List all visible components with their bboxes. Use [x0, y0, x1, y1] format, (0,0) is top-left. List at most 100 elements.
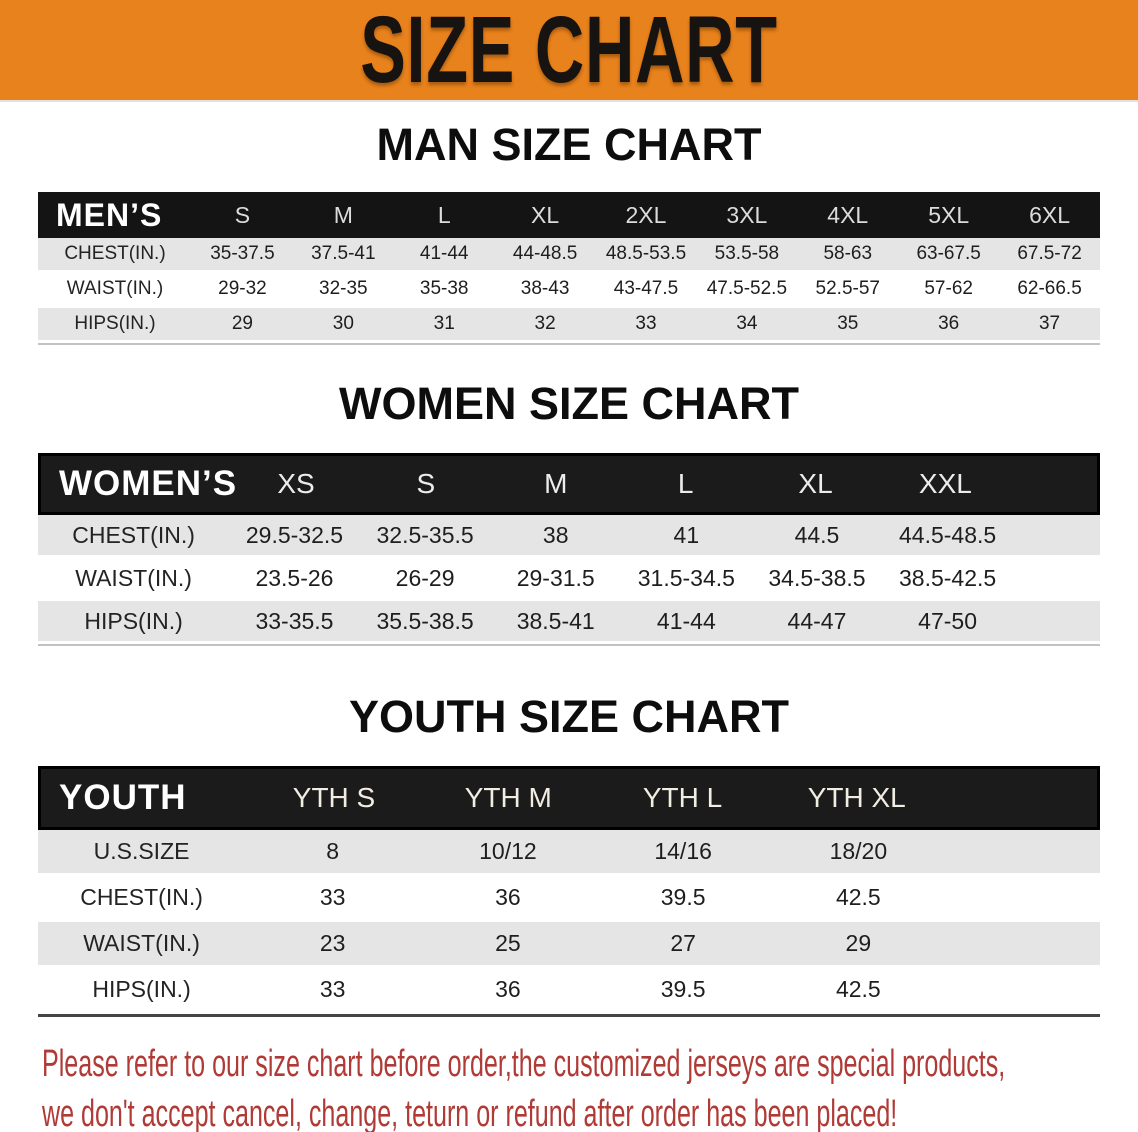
size-value-cell: 34 [736, 313, 758, 334]
size-value-cell: 41-44 [656, 607, 716, 634]
size-value-cell: 41 [673, 521, 700, 548]
size-value-cell: 25 [495, 930, 521, 956]
size-value-cell: 37 [1038, 313, 1061, 334]
size-value-cell: 52.5-57 [815, 278, 880, 299]
table-corner-label: YOUTH [59, 778, 187, 817]
size-value-cell: 36 [495, 976, 521, 1002]
men-size-table: MEN’S S M L XL 2XL 3XL 4XL 5XL 6XL CHEST(IN.) 35-37… [38, 192, 1100, 345]
table-data-row: WAIST(IN.) 23 25 27 29 [38, 922, 1100, 968]
youth-section-heading: YOUTH SIZE CHART [348, 691, 789, 742]
measurement-row-label: WAIST(IN.) [75, 564, 192, 591]
measurement-row-label: HIPS(IN.) [92, 976, 191, 1002]
size-value-cell: 32-35 [319, 278, 368, 299]
size-value-cell: 62-66.5 [1017, 278, 1082, 299]
size-column-header: S [416, 468, 436, 499]
size-value-cell: 38 [542, 521, 569, 548]
size-column-header: XL [798, 468, 833, 499]
size-value-cell: 29.5-32.5 [245, 521, 344, 548]
size-column-header: YTH S [292, 782, 376, 813]
size-value-cell: 26-29 [395, 564, 455, 591]
size-value-cell: 35.5-38.5 [376, 607, 474, 634]
size-column-header: XXL [918, 468, 972, 499]
size-value-cell: 33 [319, 884, 346, 910]
table-data-row: CHEST(IN.) 33 36 39.5 42.5 [38, 876, 1100, 922]
footer-line-2: we don't accept cancel, change, teturn o… [42, 1093, 898, 1132]
size-value-cell: 31.5-34.5 [637, 564, 735, 591]
banner: SIZE CHART [0, 0, 1138, 102]
table-header-row: YOUTH YTH S YTH M YTH L YTH XL [38, 766, 1100, 830]
size-value-cell: 35 [837, 313, 859, 334]
table-header-row: WOMEN’S XS S M L XL XXL [38, 453, 1100, 515]
size-column-header: XS [277, 468, 315, 499]
size-value-cell: 42.5 [835, 884, 881, 910]
size-column-header: 2XL [625, 201, 667, 228]
size-value-cell: 36 [938, 313, 960, 334]
size-value-cell: 29-32 [218, 278, 267, 299]
size-value-cell: 29 [231, 313, 253, 334]
size-value-cell: 47-50 [918, 607, 977, 634]
measurement-row-label: CHEST(IN.) [80, 884, 203, 910]
size-value-cell: 38.5-42.5 [898, 564, 997, 591]
size-value-cell: 37.5-41 [311, 243, 376, 264]
size-value-cell: 8 [326, 838, 340, 864]
size-column-header: 6XL [1029, 201, 1071, 228]
size-value-cell: 48.5-53.5 [605, 243, 687, 264]
table-data-row: CHEST(IN.) 35-37.5 37.5-41 41-44 44-48.5 48.5… [38, 238, 1100, 273]
size-value-cell: 41-44 [419, 243, 469, 264]
size-column-header: M [544, 468, 568, 499]
size-value-cell: 38.5-41 [516, 607, 595, 634]
size-value-cell: 23.5-26 [255, 564, 334, 591]
size-value-cell: 43-47.5 [613, 278, 679, 299]
size-column-header: L [677, 468, 694, 499]
size-value-cell: 33-35.5 [255, 607, 334, 634]
size-value-cell: 10/12 [479, 838, 537, 864]
size-value-cell: 35-37.5 [210, 243, 275, 264]
measurement-row-label: WAIST(IN.) [66, 278, 164, 299]
footer-note: Please refer to our size chart before or… [0, 1039, 1138, 1132]
size-column-header: YTH XL [807, 782, 906, 813]
size-value-cell: 57-62 [924, 278, 973, 299]
measurement-row-label: WAIST(IN.) [83, 930, 200, 956]
measurement-row-label: U.S.SIZE [93, 838, 190, 864]
measurement-row-label: CHEST(IN.) [64, 243, 166, 264]
size-column-header: 5XL [928, 201, 970, 228]
size-value-cell: 30 [332, 313, 354, 334]
size-value-cell: 35-38 [419, 278, 469, 299]
size-value-cell: 27 [670, 930, 696, 956]
size-value-cell: 39.5 [660, 976, 706, 1002]
size-column-header: L [437, 201, 451, 228]
size-value-cell: 33 [319, 976, 346, 1002]
size-column-header: XL [531, 201, 560, 228]
size-value-cell: 14/16 [654, 838, 712, 864]
size-value-cell: 63-67.5 [916, 243, 981, 264]
size-value-cell: 42.5 [835, 976, 881, 1002]
size-value-cell: 53.5-58 [714, 243, 780, 264]
size-value-cell: 33 [635, 313, 657, 334]
size-column-header: M [333, 201, 353, 228]
size-value-cell: 38-43 [520, 278, 570, 299]
table-header-row: MEN’S S M L XL 2XL 3XL 4XL 5XL 6XL [38, 192, 1100, 238]
size-column-header: 3XL [726, 201, 768, 228]
size-value-cell: 58-63 [823, 243, 873, 264]
size-column-header: YTH M [464, 782, 552, 813]
size-value-cell: 23 [319, 930, 346, 956]
women-size-table: WOMEN’S XS S M L XL XXL CHEST(IN.) 29.5-32.5 32.5… [38, 453, 1100, 646]
size-value-cell: 31 [433, 313, 455, 334]
size-value-cell: 47.5-52.5 [706, 278, 788, 299]
table-data-row: CHEST(IN.) 29.5-32.5 32.5-35.5 38 41 44.5 44.5… [38, 515, 1100, 558]
table-corner-label: MEN’S [56, 196, 163, 233]
footer-line-1: Please refer to our size chart before or… [42, 1043, 1006, 1085]
table-data-row: U.S.SIZE 8 10/12 14/16 18/20 [38, 830, 1100, 876]
size-value-cell: 67.5-72 [1017, 243, 1082, 264]
table-data-row: HIPS(IN.) 29 30 31 32 33 34 35 36 37 [38, 308, 1100, 343]
table-data-row: HIPS(IN.) 33 36 39.5 42.5 [38, 968, 1100, 1014]
table-corner-label: WOMEN’S [59, 464, 238, 503]
size-value-cell: 32.5-35.5 [376, 521, 474, 548]
size-column-header: S [234, 201, 251, 228]
size-value-cell: 44.5-48.5 [898, 521, 997, 548]
men-section-heading: MAN SIZE CHART [376, 119, 762, 170]
youth-size-table: YOUTH YTH S YTH M YTH L YTH XL U.S.SIZE 8 10/12… [38, 766, 1100, 1017]
size-value-cell: 39.5 [660, 884, 706, 910]
table-data-row: WAIST(IN.) 29-32 32-35 35-38 38-43 43-47.5 47.… [38, 273, 1100, 308]
